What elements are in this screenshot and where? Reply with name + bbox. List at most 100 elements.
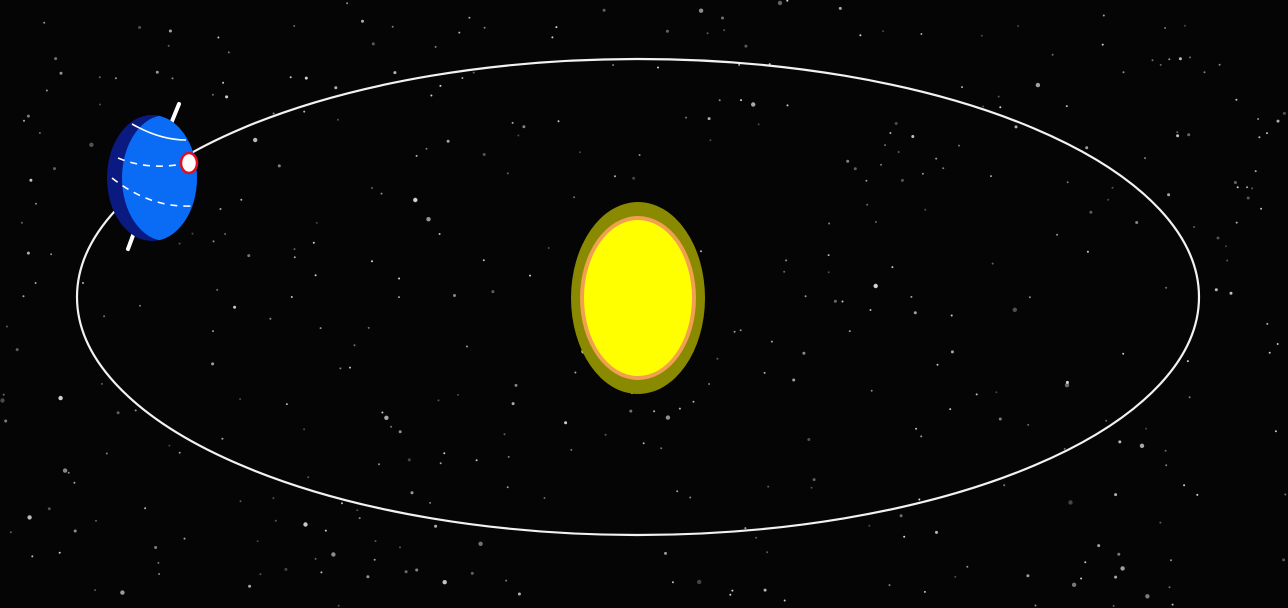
star <box>874 221 877 223</box>
star <box>468 16 471 19</box>
star <box>43 21 46 24</box>
star <box>1026 574 1030 578</box>
star <box>1254 170 1257 173</box>
star <box>1101 43 1104 46</box>
star <box>253 137 258 143</box>
star <box>222 81 225 84</box>
star <box>15 348 19 352</box>
star <box>511 121 514 124</box>
star <box>483 26 486 29</box>
star <box>1229 291 1233 295</box>
star <box>982 105 985 108</box>
star <box>116 411 120 415</box>
star <box>828 222 831 225</box>
star <box>915 427 918 430</box>
star <box>356 509 359 512</box>
star <box>729 593 732 596</box>
star <box>1144 157 1146 160</box>
star <box>114 77 117 80</box>
star <box>891 266 894 269</box>
star <box>1035 82 1041 88</box>
star <box>1111 186 1114 189</box>
star <box>755 536 758 539</box>
star <box>1214 288 1218 292</box>
star <box>709 139 712 142</box>
star <box>1260 207 1263 210</box>
star <box>700 250 702 253</box>
star <box>225 95 229 99</box>
star <box>731 589 734 592</box>
star <box>865 179 868 182</box>
star <box>868 524 871 527</box>
star <box>339 367 342 370</box>
star <box>324 529 327 532</box>
star <box>73 529 77 533</box>
observer-location-marker <box>179 151 199 175</box>
star <box>99 103 101 106</box>
star <box>529 274 531 277</box>
star <box>870 389 873 392</box>
star <box>920 33 923 35</box>
star <box>1120 566 1125 571</box>
star <box>547 247 550 249</box>
star <box>482 153 486 156</box>
star <box>1102 14 1105 17</box>
star <box>739 329 742 332</box>
star <box>848 330 851 333</box>
star <box>303 522 308 527</box>
earth <box>107 102 199 251</box>
star <box>446 139 450 143</box>
star <box>1176 134 1180 138</box>
star <box>602 8 606 12</box>
star <box>689 496 692 499</box>
star <box>314 557 317 560</box>
star <box>698 8 704 13</box>
star <box>949 408 952 411</box>
star <box>457 393 459 396</box>
star <box>918 498 921 501</box>
star <box>1003 484 1006 487</box>
star <box>804 295 807 298</box>
star <box>167 44 170 47</box>
sun <box>571 202 705 394</box>
star <box>511 402 515 406</box>
star <box>707 117 711 121</box>
star <box>1218 63 1221 66</box>
star <box>371 260 373 263</box>
star <box>1284 493 1287 496</box>
star <box>429 501 432 504</box>
star <box>341 502 343 505</box>
star <box>233 305 237 309</box>
star <box>384 415 389 420</box>
star <box>911 135 915 138</box>
star <box>269 317 272 320</box>
star <box>134 409 137 412</box>
star <box>708 383 711 385</box>
star <box>2 393 5 396</box>
star <box>1164 27 1167 29</box>
star <box>751 102 756 107</box>
star <box>9 531 12 534</box>
star <box>100 382 103 385</box>
star <box>284 567 288 571</box>
star <box>1168 58 1171 61</box>
star <box>1282 111 1286 115</box>
star <box>34 282 37 284</box>
star <box>697 579 702 585</box>
star <box>443 452 446 455</box>
star <box>638 154 641 156</box>
earth-latitude-line <box>131 123 187 141</box>
star <box>653 410 656 413</box>
star <box>506 172 509 175</box>
star <box>744 44 748 48</box>
star <box>900 178 904 182</box>
star <box>1028 296 1031 299</box>
star <box>903 535 906 538</box>
star <box>319 327 322 330</box>
star <box>293 256 296 259</box>
star <box>4 419 8 423</box>
star <box>671 581 674 584</box>
star <box>22 295 25 298</box>
star <box>1012 307 1017 312</box>
star <box>1107 198 1110 201</box>
